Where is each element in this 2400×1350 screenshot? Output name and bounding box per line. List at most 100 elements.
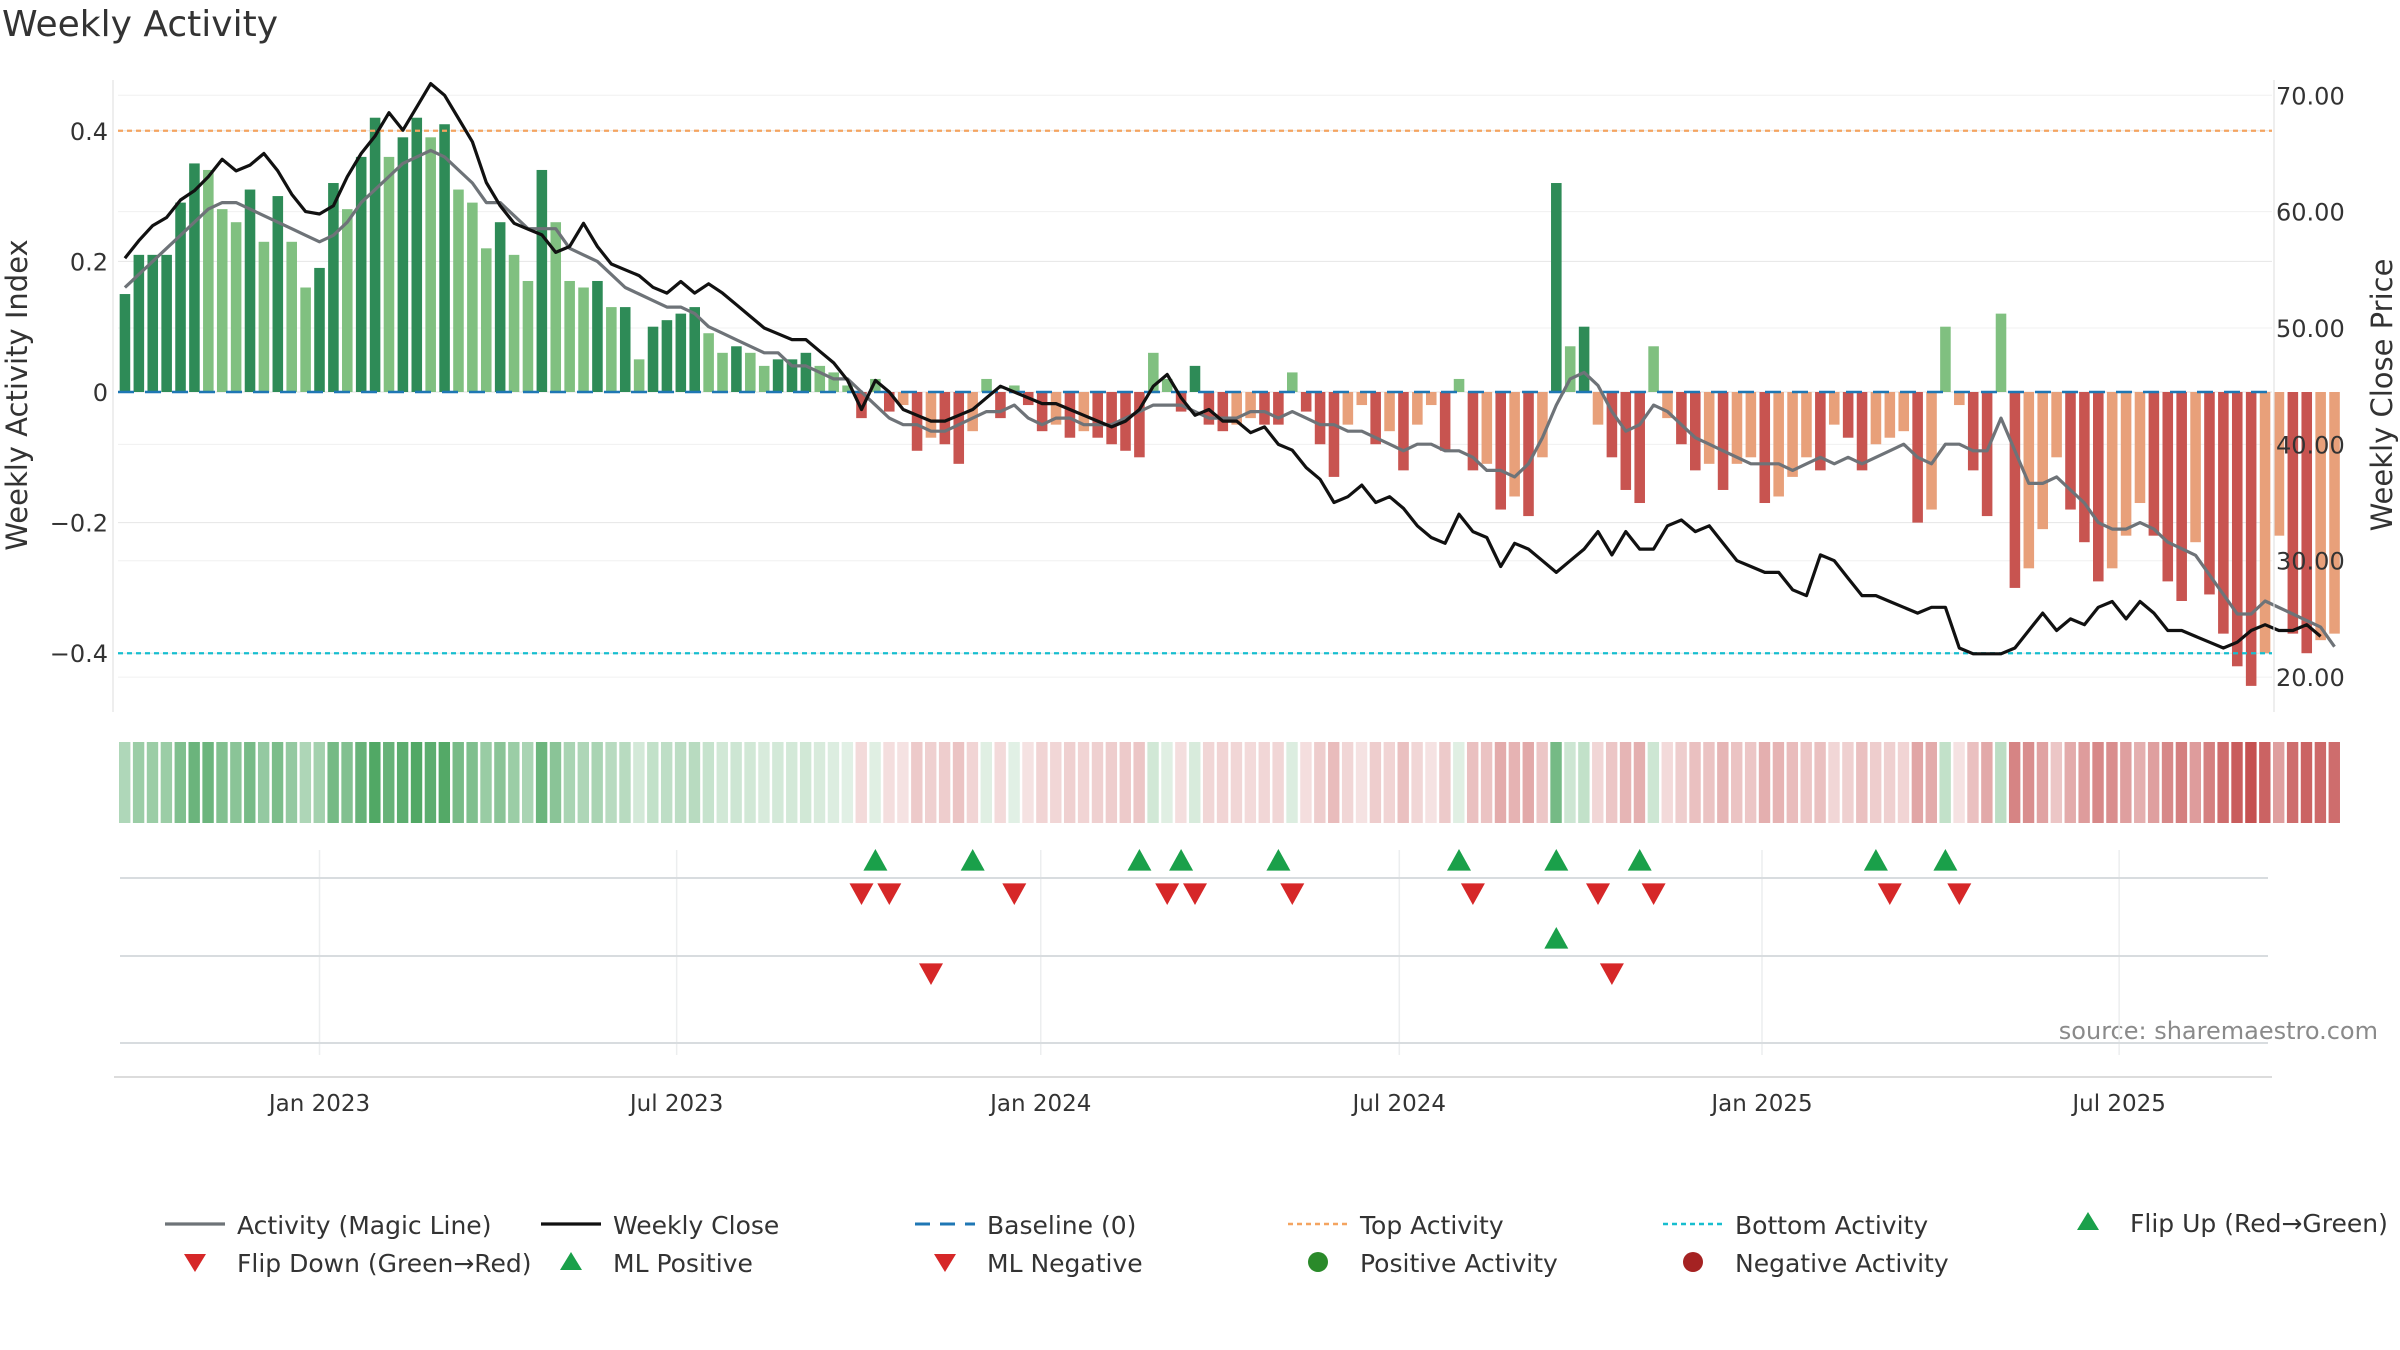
activity-bar: [1815, 392, 1826, 471]
legend-swatch-triangle-down: [184, 1254, 206, 1272]
legend-label: Flip Down (Green→Red): [237, 1249, 532, 1278]
activity-bar: [1481, 392, 1493, 464]
ml-negative-marker: [1599, 963, 1624, 985]
activity-bar: [1981, 392, 1993, 517]
heat-cell: [1592, 742, 1604, 823]
heat-cell: [2008, 742, 2021, 823]
flip-down-marker: [1002, 883, 1027, 905]
activity-heat-strip: [119, 742, 2340, 823]
legend-label: ML Negative: [987, 1249, 1143, 1278]
activity-bar: [1106, 392, 1117, 445]
activity-bar: [2120, 392, 2132, 536]
activity-bar: [1092, 392, 1104, 438]
activity-bar: [967, 392, 978, 432]
flip-up-marker: [1447, 849, 1471, 871]
heat-cell: [230, 742, 242, 823]
activity-bar: [842, 385, 853, 392]
activity-bar: [1773, 392, 1784, 497]
heat-cell: [1856, 742, 1868, 823]
heat-cell: [2134, 742, 2146, 823]
heat-cell: [1689, 742, 1701, 823]
flip-up-marker: [1266, 849, 1291, 871]
activity-bar: [1009, 385, 1020, 392]
activity-bar: [1398, 392, 1409, 471]
activity-bar: [1954, 392, 1965, 406]
legend-label: Activity (Magic Line): [237, 1211, 491, 1240]
flip-up-marker: [1544, 849, 1569, 871]
activity-bar: [2079, 392, 2090, 543]
activity-bar: [1717, 392, 1729, 490]
magic-line-series: [123, 148, 2336, 648]
heat-cell: [1647, 742, 1660, 823]
heat-cell: [674, 742, 687, 823]
heat-cell: [2217, 742, 2229, 823]
activity-bar: [925, 392, 937, 438]
heat-cell: [1036, 742, 1048, 823]
heat-cell: [1147, 742, 1159, 823]
activity-bar: [1620, 392, 1632, 490]
heat-cell: [1314, 742, 1326, 823]
y-tick-label-right: 30.00: [2276, 548, 2345, 576]
heat-cell: [452, 742, 464, 823]
y-tick-label-right: 50.00: [2276, 315, 2345, 343]
activity-bar: [1662, 392, 1673, 419]
activity-bar: [1648, 346, 1659, 392]
heat-cell: [369, 742, 381, 823]
activity-bar: [1634, 392, 1645, 504]
heat-cell: [869, 742, 881, 823]
activity-bar: [828, 372, 839, 392]
activity-bar: [244, 189, 256, 392]
activity-bar: [1412, 392, 1423, 425]
activity-bar: [133, 254, 145, 392]
activity-bar: [1425, 392, 1437, 406]
activity-bar: [2190, 392, 2201, 543]
heat-cell: [563, 742, 576, 823]
activity-bar: [411, 117, 423, 392]
activity-bar: [216, 209, 228, 392]
activity-bar: [2134, 392, 2146, 504]
activity-bar: [1995, 313, 2007, 392]
legend-swatch-triangle-down: [934, 1254, 956, 1272]
y-tick-label-right: 60.00: [2276, 199, 2345, 227]
activity-bar: [883, 392, 895, 412]
heat-cell: [1536, 742, 1548, 823]
heat-cell: [2286, 742, 2299, 823]
heat-cell: [466, 742, 478, 823]
activity-bar: [453, 189, 464, 392]
x-tick-label: Jan 2023: [267, 1091, 370, 1117]
heat-cell: [1216, 742, 1229, 823]
activity-bar: [480, 248, 492, 392]
activity-bar: [147, 254, 159, 392]
heat-cell: [1522, 742, 1534, 823]
activity-bar: [2329, 392, 2340, 634]
activity-bar: [661, 320, 673, 392]
activity-bar: [1676, 392, 1687, 445]
x-tick-label: Jul 2024: [1350, 1091, 1446, 1117]
activity-bar: [1189, 365, 1201, 392]
heat-cell: [1397, 742, 1409, 823]
activity-bar: [995, 392, 1006, 419]
activity-bar: [189, 163, 200, 392]
heat-cell: [855, 742, 867, 823]
heat-cell: [1494, 742, 1507, 823]
activity-bar: [1245, 392, 1256, 419]
heat-cell: [2259, 742, 2271, 823]
heat-cell: [1063, 742, 1076, 823]
activity-bar: [1898, 392, 1910, 432]
activity-bar: [1606, 392, 1618, 458]
heat-cell: [591, 742, 603, 823]
heat-cell: [2022, 742, 2035, 823]
activity-bar: [2273, 392, 2285, 536]
heat-cell: [1258, 742, 1270, 823]
flip-up-marker: [1627, 849, 1652, 871]
heat-cell: [744, 742, 756, 823]
heat-cell: [994, 742, 1006, 823]
heat-cell: [1411, 742, 1423, 823]
activity-bar: [536, 169, 548, 392]
legend-label: Negative Activity: [1735, 1249, 1949, 1278]
activity-bar: [814, 365, 826, 392]
activity-bar: [758, 365, 770, 392]
heat-cell: [897, 742, 909, 823]
activity-bar: [1050, 392, 1062, 425]
heat-cell: [813, 742, 826, 823]
